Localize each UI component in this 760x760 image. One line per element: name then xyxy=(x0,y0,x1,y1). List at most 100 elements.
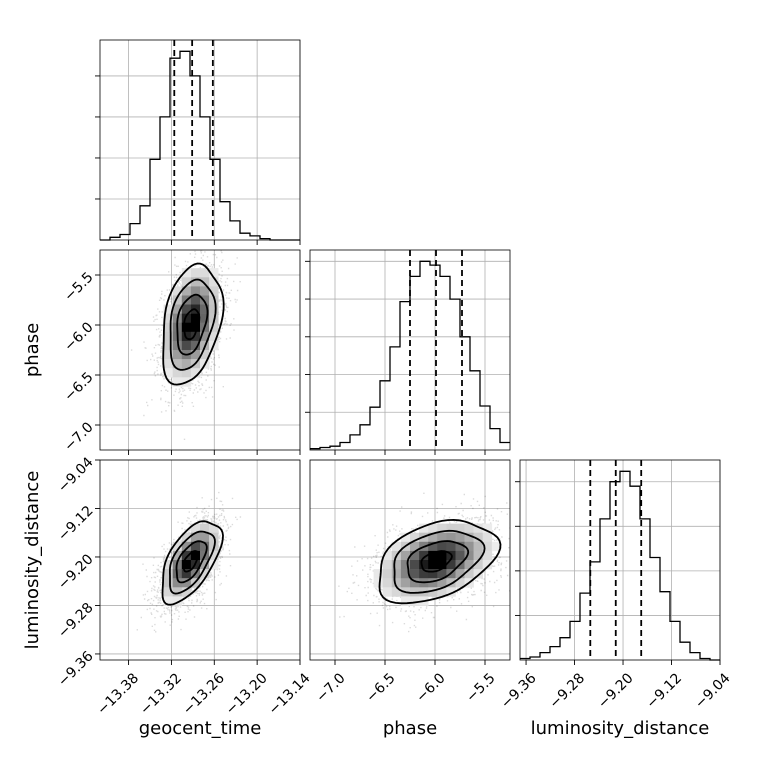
density-cell xyxy=(200,313,210,323)
density-cell xyxy=(400,532,411,543)
contour-line xyxy=(161,520,224,606)
density-cell xyxy=(181,541,192,552)
density-cell xyxy=(200,331,210,342)
density-cell xyxy=(437,578,447,588)
density-cell xyxy=(181,340,192,351)
density-cell xyxy=(200,532,210,543)
y-tick-label: −5.5 xyxy=(61,269,96,304)
density-cell xyxy=(190,313,201,323)
contour-line xyxy=(169,278,217,371)
contour-line xyxy=(406,540,470,584)
density-cell xyxy=(200,560,210,570)
density-cell xyxy=(455,532,465,543)
y-tick-label: −6.0 xyxy=(61,319,96,354)
density-cell xyxy=(200,350,210,360)
density-cell xyxy=(473,550,483,561)
density-cell xyxy=(419,560,429,570)
density-cell xyxy=(172,368,183,378)
contour-line xyxy=(169,530,216,595)
density-cell xyxy=(190,550,201,561)
density-layer xyxy=(338,492,510,633)
density-cell xyxy=(419,523,429,533)
density-cell xyxy=(455,541,465,552)
density-layer xyxy=(136,491,242,633)
histogram-luminosity_distance xyxy=(520,470,720,661)
density-cell xyxy=(437,541,447,552)
y-tick-label: −9.28 xyxy=(55,600,97,642)
density-cell xyxy=(428,560,438,570)
y-tick-label: −9.04 xyxy=(55,454,97,496)
x-axis-label-geocent_time: geocent_time xyxy=(139,718,262,739)
x-tick-label: −6.0 xyxy=(413,670,448,705)
density-cell xyxy=(181,368,192,378)
density-cell xyxy=(172,350,183,360)
density-cell xyxy=(172,587,183,597)
density-cell xyxy=(181,560,192,570)
density-cell xyxy=(482,532,493,543)
density-cell xyxy=(419,550,429,561)
density-cell xyxy=(391,541,402,552)
density-cell xyxy=(163,331,173,342)
density-cell xyxy=(200,304,210,314)
x-tick-label: −9.04 xyxy=(692,670,734,712)
density-cell xyxy=(190,523,201,533)
density-cell xyxy=(373,578,383,588)
density-cell xyxy=(181,286,192,296)
scatter-dots xyxy=(338,492,510,633)
density-cell xyxy=(181,578,192,588)
scatter-points xyxy=(338,492,510,633)
density-layer xyxy=(130,250,241,440)
density-cell xyxy=(473,569,483,579)
x-tick-label: −6.5 xyxy=(363,670,398,705)
density-cell xyxy=(163,587,173,597)
density-cell xyxy=(400,550,411,561)
y-tick-label: −9.36 xyxy=(55,648,97,690)
density-cell xyxy=(455,569,465,579)
density-cell xyxy=(391,578,402,588)
density-cell xyxy=(400,560,411,570)
density-cell xyxy=(482,560,493,570)
y-tick-label: −9.12 xyxy=(55,503,97,545)
density-cell xyxy=(172,596,183,606)
density-cell xyxy=(437,532,447,543)
panel-2d-geocent_time-phase xyxy=(95,249,301,455)
density-cell xyxy=(209,268,219,278)
density-cell xyxy=(410,532,420,543)
density-cell xyxy=(428,523,438,533)
density-cell xyxy=(410,550,420,561)
density-cell xyxy=(163,313,173,323)
density-cell xyxy=(190,350,201,360)
density-cell xyxy=(200,268,210,278)
density-cell xyxy=(491,541,502,552)
x-tick-label: −7.0 xyxy=(313,670,348,705)
x-tick-label: −13.20 xyxy=(223,670,271,718)
density-cell xyxy=(437,587,447,597)
density-cell xyxy=(446,523,456,533)
density-cell xyxy=(446,541,456,552)
panel-frame xyxy=(519,459,721,661)
density-cell xyxy=(172,550,183,561)
density-cell xyxy=(482,550,493,561)
density-cell xyxy=(428,541,438,552)
density-cell xyxy=(428,569,438,579)
density-cell xyxy=(391,587,402,597)
density-cell xyxy=(382,578,393,588)
density-cell xyxy=(163,304,173,314)
density-cell xyxy=(190,277,201,287)
density-cell xyxy=(446,587,456,597)
density-cell xyxy=(382,587,393,597)
density-cell xyxy=(382,569,393,579)
density-cell xyxy=(400,596,411,606)
density-cell xyxy=(482,541,493,552)
density-cell xyxy=(482,523,493,533)
density-cell xyxy=(200,295,210,305)
density-cell xyxy=(200,541,210,552)
density-cell xyxy=(190,322,201,333)
density-cell xyxy=(163,350,173,360)
density-cell xyxy=(464,569,474,579)
density-cell xyxy=(446,560,456,570)
density-cell xyxy=(163,569,173,579)
contour-line xyxy=(378,518,502,605)
density-cell xyxy=(181,587,192,597)
density-cell xyxy=(391,569,402,579)
